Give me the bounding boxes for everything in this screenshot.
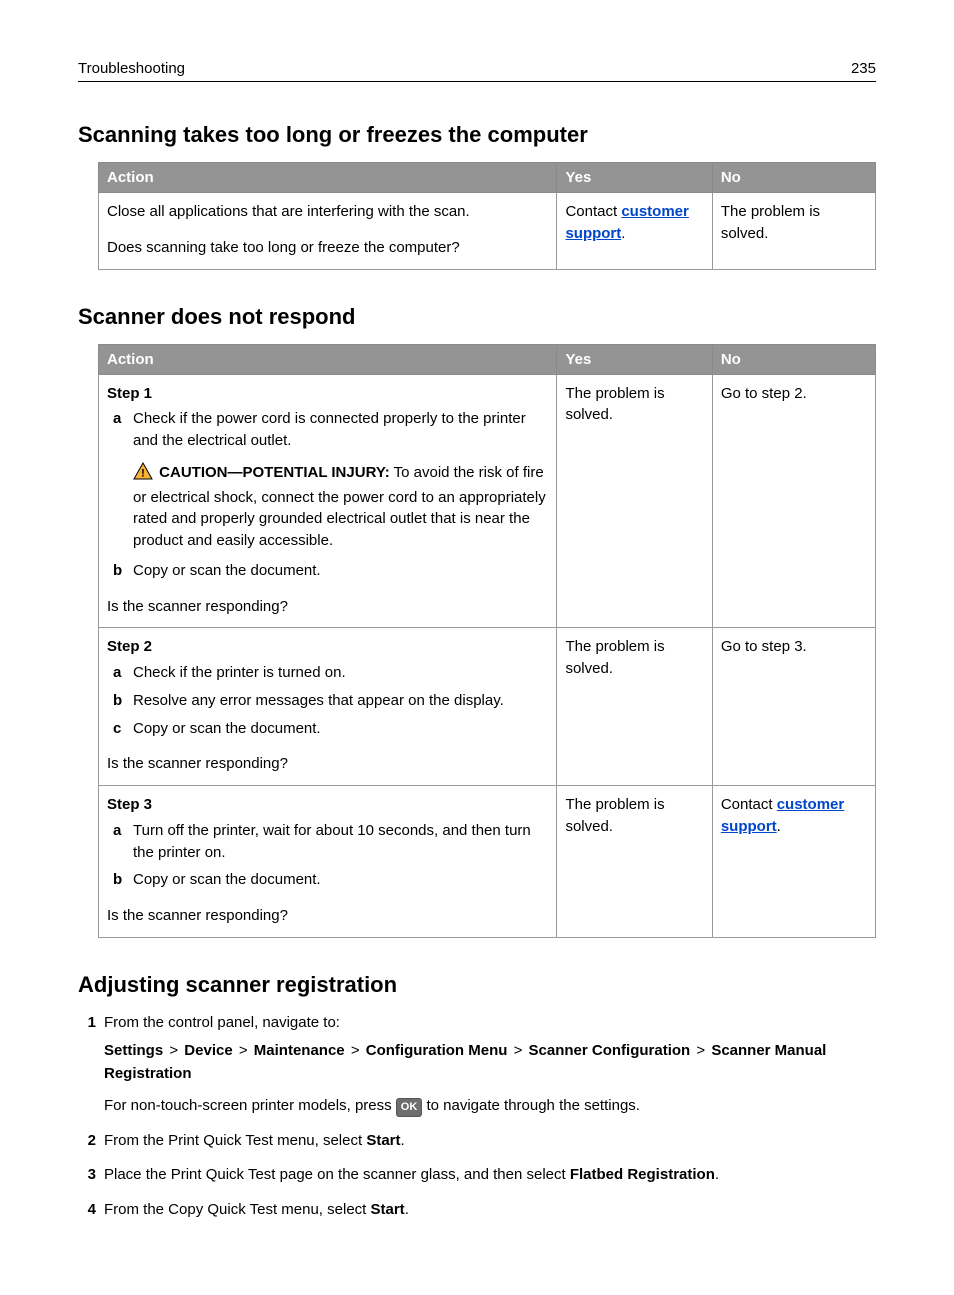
caution-icon: ! (133, 462, 153, 487)
header-left: Troubleshooting (78, 60, 185, 77)
cell-no: The problem is solved. (712, 193, 875, 270)
sub-text: Copy or scan the document. (133, 560, 548, 582)
table-row: Step 1 aCheck if the power cord is conne… (99, 374, 876, 628)
action-instruction: Close all applications that are interfer… (107, 201, 548, 223)
sub-step-list: aCheck if the power cord is connected pr… (107, 408, 548, 452)
sub-letter: a (107, 662, 133, 684)
ok-instruction: For non‑touch‑screen printer models, pre… (104, 1095, 876, 1118)
no-suffix: . (777, 818, 781, 835)
sub-step: bCopy or scan the document. (107, 560, 548, 582)
cell-action: Close all applications that are interfer… (99, 193, 557, 270)
step-label: Step 2 (107, 636, 548, 658)
cell-yes: The problem is solved. (557, 786, 712, 938)
item-number: 3 (78, 1164, 104, 1187)
step-label: Step 3 (107, 794, 548, 816)
th-action: Action (99, 163, 557, 193)
page-header: Troubleshooting 235 (78, 60, 876, 82)
section-title: Adjusting scanner registration (78, 972, 876, 998)
sub-step: cCopy or scan the document. (107, 718, 548, 740)
cell-no: Go to step 3. (712, 628, 875, 786)
th-no: No (712, 163, 875, 193)
action-question: Does scanning take too long or freeze th… (107, 237, 548, 259)
sub-letter: b (107, 869, 133, 891)
caution-label: CAUTION—POTENTIAL INJURY: (159, 464, 390, 481)
sub-step: aCheck if the power cord is connected pr… (107, 408, 548, 452)
cell-action: Step 1 aCheck if the power cord is conne… (99, 374, 557, 628)
item-body: From the Print Quick Test menu, select S… (104, 1130, 876, 1153)
sub-text: Copy or scan the document. (133, 718, 548, 740)
sub-step-list: aTurn off the printer, wait for about 10… (107, 820, 548, 891)
pre-ok-text: For non‑touch‑screen printer models, pre… (104, 1097, 396, 1114)
sub-letter: b (107, 560, 133, 582)
cell-yes: Contact customer support. (557, 193, 712, 270)
item-body: From the control panel, navigate to: Set… (104, 1012, 876, 1118)
cell-action: Step 3 aTurn off the printer, wait for a… (99, 786, 557, 938)
sub-letter: a (107, 820, 133, 864)
troubleshoot-table-1: Action Yes No Close all applications tha… (98, 162, 876, 270)
caution-block: ! CAUTION—POTENTIAL INJURY: To avoid the… (133, 462, 548, 552)
sub-text: Check if the power cord is connected pro… (133, 408, 548, 452)
table-row: Close all applications that are interfer… (99, 193, 876, 270)
table-row: Step 3 aTurn off the printer, wait for a… (99, 786, 876, 938)
sub-step: bCopy or scan the document. (107, 869, 548, 891)
th-no: No (712, 344, 875, 374)
sub-letter: a (107, 408, 133, 452)
section-title: Scanner does not respond (78, 304, 876, 330)
section-scanning-freezes: Scanning takes too long or freezes the c… (78, 122, 876, 270)
th-yes: Yes (557, 163, 712, 193)
action-question: Is the scanner responding? (107, 905, 548, 927)
page: Troubleshooting 235 Scanning takes too l… (0, 0, 954, 1295)
ok-button-icon: OK (396, 1098, 423, 1117)
item-number: 1 (78, 1012, 104, 1118)
th-action: Action (99, 344, 557, 374)
item-number: 2 (78, 1130, 104, 1153)
numbered-list: 1 From the control panel, navigate to: S… (78, 1012, 876, 1222)
sub-step-list: bCopy or scan the document. (107, 560, 548, 582)
sub-step-list: aCheck if the printer is turned on. bRes… (107, 662, 548, 739)
header-page-number: 235 (851, 60, 876, 77)
list-item: 4 From the Copy Quick Test menu, select … (78, 1199, 876, 1222)
sub-step: aTurn off the printer, wait for about 10… (107, 820, 548, 864)
sub-step: bResolve any error messages that appear … (107, 690, 548, 712)
no-prefix: Contact (721, 796, 777, 813)
item-number: 4 (78, 1199, 104, 1222)
item-body: From the Copy Quick Test menu, select St… (104, 1199, 876, 1222)
section-title: Scanning takes too long or freezes the c… (78, 122, 876, 148)
cell-no: Contact customer support. (712, 786, 875, 938)
table-row: Step 2 aCheck if the printer is turned o… (99, 628, 876, 786)
sub-text: Turn off the printer, wait for about 10 … (133, 820, 548, 864)
th-yes: Yes (557, 344, 712, 374)
action-question: Is the scanner responding? (107, 753, 548, 775)
step-label: Step 1 (107, 383, 548, 405)
cell-yes: The problem is solved. (557, 628, 712, 786)
sub-letter: c (107, 718, 133, 740)
list-item: 3 Place the Print Quick Test page on the… (78, 1164, 876, 1187)
action-question: Is the scanner responding? (107, 596, 548, 618)
svg-text:!: ! (141, 467, 145, 479)
section-scanner-not-respond: Scanner does not respond Action Yes No S… (78, 304, 876, 938)
item-text: From the control panel, navigate to: (104, 1012, 876, 1035)
cell-action: Step 2 aCheck if the printer is turned o… (99, 628, 557, 786)
nav-path: Settings > Device > Maintenance > Config… (104, 1040, 876, 1085)
section-adjusting-registration: Adjusting scanner registration 1 From th… (78, 972, 876, 1222)
post-ok-text: to navigate through the settings. (426, 1097, 639, 1114)
list-item: 2 From the Print Quick Test menu, select… (78, 1130, 876, 1153)
yes-suffix: . (621, 225, 625, 242)
troubleshoot-table-2: Action Yes No Step 1 aCheck if the power… (98, 344, 876, 938)
cell-yes: The problem is solved. (557, 374, 712, 628)
sub-step: aCheck if the printer is turned on. (107, 662, 548, 684)
sub-text: Resolve any error messages that appear o… (133, 690, 548, 712)
cell-no: Go to step 2. (712, 374, 875, 628)
sub-letter: b (107, 690, 133, 712)
item-body: Place the Print Quick Test page on the s… (104, 1164, 876, 1187)
yes-prefix: Contact (565, 203, 621, 220)
sub-text: Check if the printer is turned on. (133, 662, 548, 684)
list-item: 1 From the control panel, navigate to: S… (78, 1012, 876, 1118)
sub-text: Copy or scan the document. (133, 869, 548, 891)
